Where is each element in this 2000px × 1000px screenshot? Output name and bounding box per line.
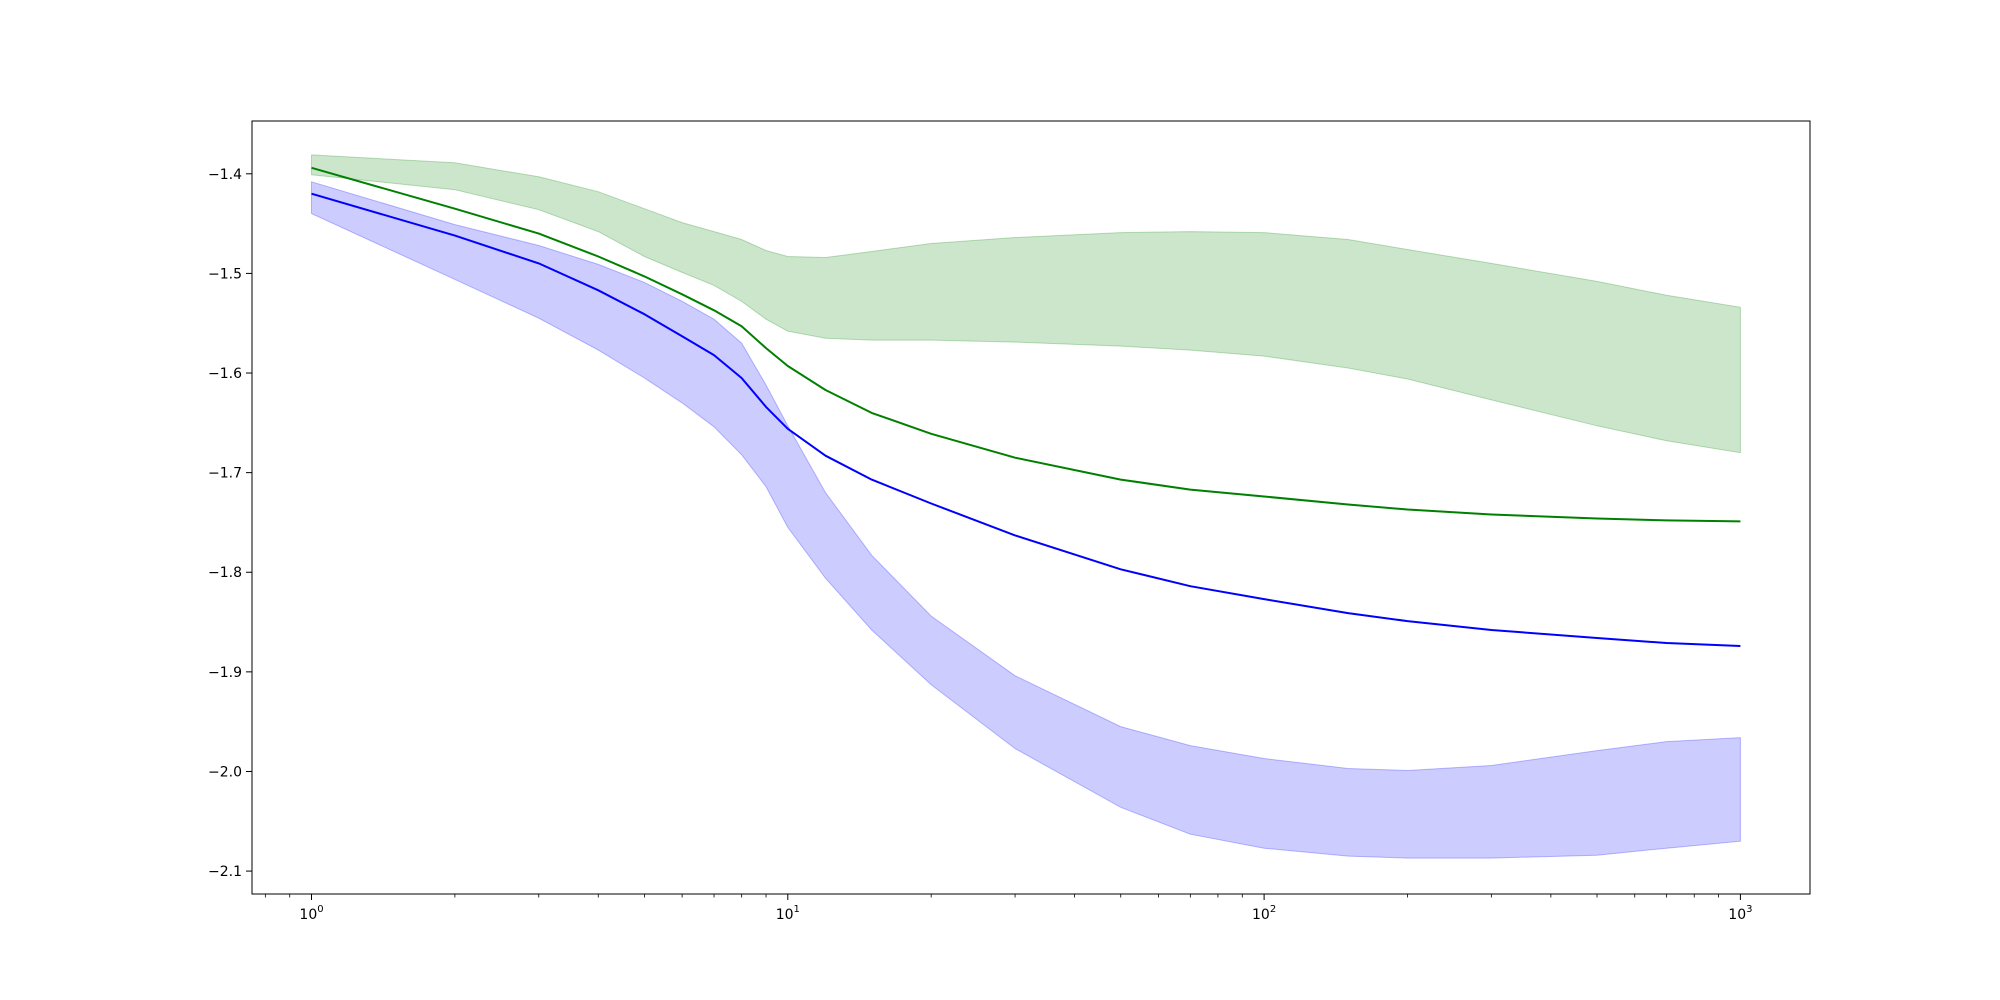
x-axis: 100 101 102 103 [264,894,1753,923]
band-series-2 [311,181,1741,859]
x-tick-exponent: 1 [794,904,800,915]
x-tick-base: 10 [299,907,317,923]
band-series-1 [311,154,1741,454]
series-lines [311,166,1741,647]
x-tick-exponent: 3 [1746,904,1752,915]
y-tick-label: −1.7 [208,466,242,482]
y-tick-label: −1.5 [208,266,242,282]
x-tick-base: 10 [776,907,794,923]
plot-frame [251,120,1811,895]
y-tick-label: −1.8 [208,565,242,581]
y-tick-label: −2.0 [208,764,242,780]
line-series-1 [311,166,1741,523]
y-tick-label: −2.1 [208,864,242,880]
x-tick-exponent: 2 [1270,904,1276,915]
y-tick-label: −1.4 [208,167,242,183]
x-tick-label: 102 [1252,904,1276,923]
y-axis: −1.4 −1.5 −1.6 −1.7 −1.8 −1.9 −2.0 −2.1 [208,167,252,880]
x-tick-base: 10 [1252,907,1270,923]
confidence-bands [311,154,1741,859]
x-tick-label: 100 [299,904,323,923]
x-tick-label: 103 [1728,904,1752,923]
y-tick-label: −1.9 [208,665,242,681]
x-tick-base: 10 [1728,907,1746,923]
line-series-2 [311,192,1741,647]
x-tick-label: 101 [776,904,800,923]
y-tick-label: −1.6 [208,366,242,382]
x-tick-exponent: 0 [317,904,323,915]
